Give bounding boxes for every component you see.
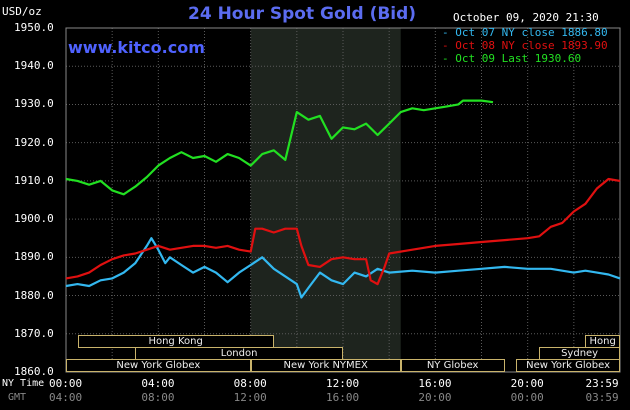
y-tick-label: 1860.0 (14, 365, 54, 378)
x-tick-gmt: 03:59 (585, 391, 619, 404)
y-tick-label: 1940.0 (14, 59, 54, 73)
x-tick-ny: 12:00 (326, 377, 360, 390)
x-tick-ny: 20:00 (510, 377, 544, 390)
timestamp: October 09, 2020 21:30 (453, 11, 599, 24)
ny-time-axis-label: NY Time (2, 378, 45, 389)
y-tick-label: 1890.0 (14, 250, 54, 264)
market-session-box: NY Globex (400, 359, 505, 372)
legend-marker: - (442, 26, 449, 39)
legend-item-oct08: - Oct 08 NY close 1893.90 (442, 39, 608, 52)
x-tick-gmt: 16:00 (326, 391, 360, 404)
market-session-box: New York NYMEX (250, 359, 401, 372)
legend-label: Oct 08 NY close 1893.90 (455, 39, 608, 52)
gmt-axis-label: GMT (8, 392, 27, 403)
market-session-box: New York Globex (516, 359, 620, 372)
legend-label: Oct 09 Last 1930.60 (455, 52, 582, 65)
y-tick-label: 1950.0 (14, 21, 54, 34)
y-tick-label: 1930.0 (14, 97, 54, 111)
legend: - Oct 07 NY close 1886.80 - Oct 08 NY cl… (442, 26, 608, 65)
series-line-oct09 (65, 99, 494, 196)
chart-title: 24 Hour Spot Gold (Bid) (188, 4, 417, 24)
y-tick-label: 1880.0 (14, 288, 54, 302)
x-tick-gmt: 20:00 (418, 391, 452, 404)
y-tick-label: 1900.0 (14, 212, 54, 226)
series-line-oct08 (65, 177, 621, 286)
x-tick-gmt: 00:00 (510, 391, 544, 404)
legend-item-oct09: - Oct 09 Last 1930.60 (442, 52, 608, 65)
legend-marker: - (442, 52, 449, 65)
x-tick-ny: 16:00 (418, 377, 452, 390)
x-tick-ny: 08:00 (233, 377, 267, 390)
x-tick-ny: 23:59 (585, 377, 619, 390)
y-tick-label: 1920.0 (14, 135, 54, 149)
x-tick-gmt: 12:00 (233, 391, 267, 404)
legend-label: Oct 07 NY close 1886.80 (455, 26, 608, 39)
x-tick-gmt: 04:00 (49, 391, 83, 404)
y-tick-label: 1870.0 (14, 326, 54, 340)
plot-frame (65, 27, 621, 373)
unit-label: USD/oz (2, 5, 42, 18)
website-link[interactable]: www.kitco.com (68, 38, 205, 57)
x-tick-ny: 04:00 (141, 377, 175, 390)
y-tick-label: 1910.0 (14, 173, 54, 187)
x-tick-ny: 00:00 (49, 377, 83, 390)
nymex-session-shade (250, 28, 401, 372)
legend-marker: - (442, 39, 449, 52)
x-tick-gmt: 08:00 (141, 391, 175, 404)
legend-item-oct07: - Oct 07 NY close 1886.80 (442, 26, 608, 39)
market-session-box: New York Globex (66, 359, 251, 372)
series-line-oct07 (65, 237, 621, 299)
